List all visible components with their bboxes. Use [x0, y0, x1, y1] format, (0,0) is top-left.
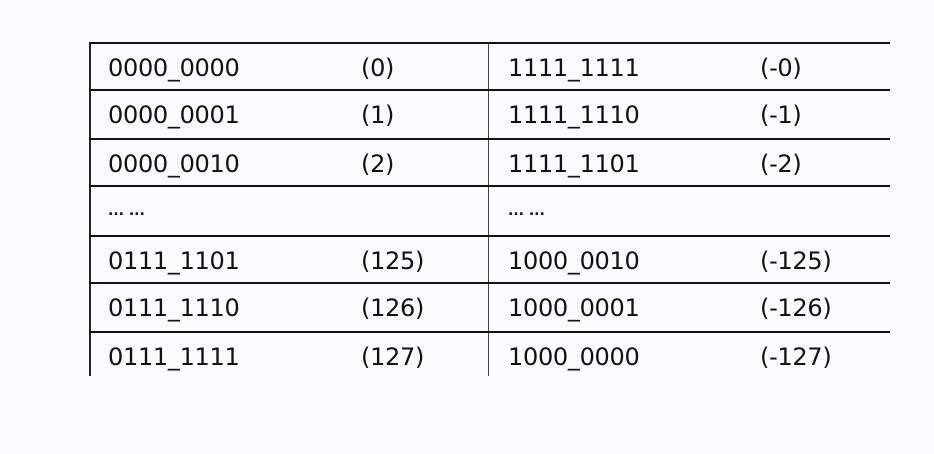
cell-neg-val: (-1) [760, 101, 802, 129]
row-divider [90, 235, 890, 237]
cell-neg-val: (-127) [760, 343, 832, 371]
cell-pos-bits: 0111_1111 [108, 343, 240, 371]
cell-neg-bits: 1111_1111 [508, 54, 640, 82]
cell-neg-bits: 1000_0000 [508, 343, 640, 371]
cell-pos-bits: 0000_0001 [108, 101, 240, 129]
cell-neg-bits: 1000_0001 [508, 294, 640, 322]
row-divider [90, 282, 890, 284]
cell-neg-bits: 1000_0010 [508, 247, 640, 275]
table-left-border [89, 42, 91, 376]
cell-neg-val: (-2) [760, 150, 802, 178]
cell-pos-bits: 0000_0000 [108, 54, 240, 82]
cell-neg-bits: 1111_1101 [508, 150, 640, 178]
row-divider [90, 138, 890, 140]
cell-pos-val: (125) [361, 247, 425, 275]
row-divider [90, 331, 890, 333]
cell-pos-val: (0) [361, 54, 395, 82]
cell-pos-bits: ... ... [108, 203, 145, 219]
cell-pos-bits: 0111_1110 [108, 294, 240, 322]
cell-pos-val: (127) [361, 343, 425, 371]
cell-neg-bits: 1111_1110 [508, 101, 640, 129]
row-divider [90, 89, 890, 91]
cell-pos-val: (126) [361, 294, 425, 322]
cell-pos-val: (1) [361, 101, 395, 129]
cell-pos-bits: 0000_0010 [108, 150, 240, 178]
cell-neg-bits: ... ... [508, 203, 545, 219]
cell-neg-val: (-126) [760, 294, 832, 322]
row-divider [90, 185, 890, 187]
cell-neg-val: (-0) [760, 54, 802, 82]
cell-pos-val: (2) [361, 150, 395, 178]
table-column-divider [488, 42, 489, 376]
cell-pos-bits: 0111_1101 [108, 247, 240, 275]
row-divider [90, 42, 890, 44]
cell-neg-val: (-125) [760, 247, 832, 275]
